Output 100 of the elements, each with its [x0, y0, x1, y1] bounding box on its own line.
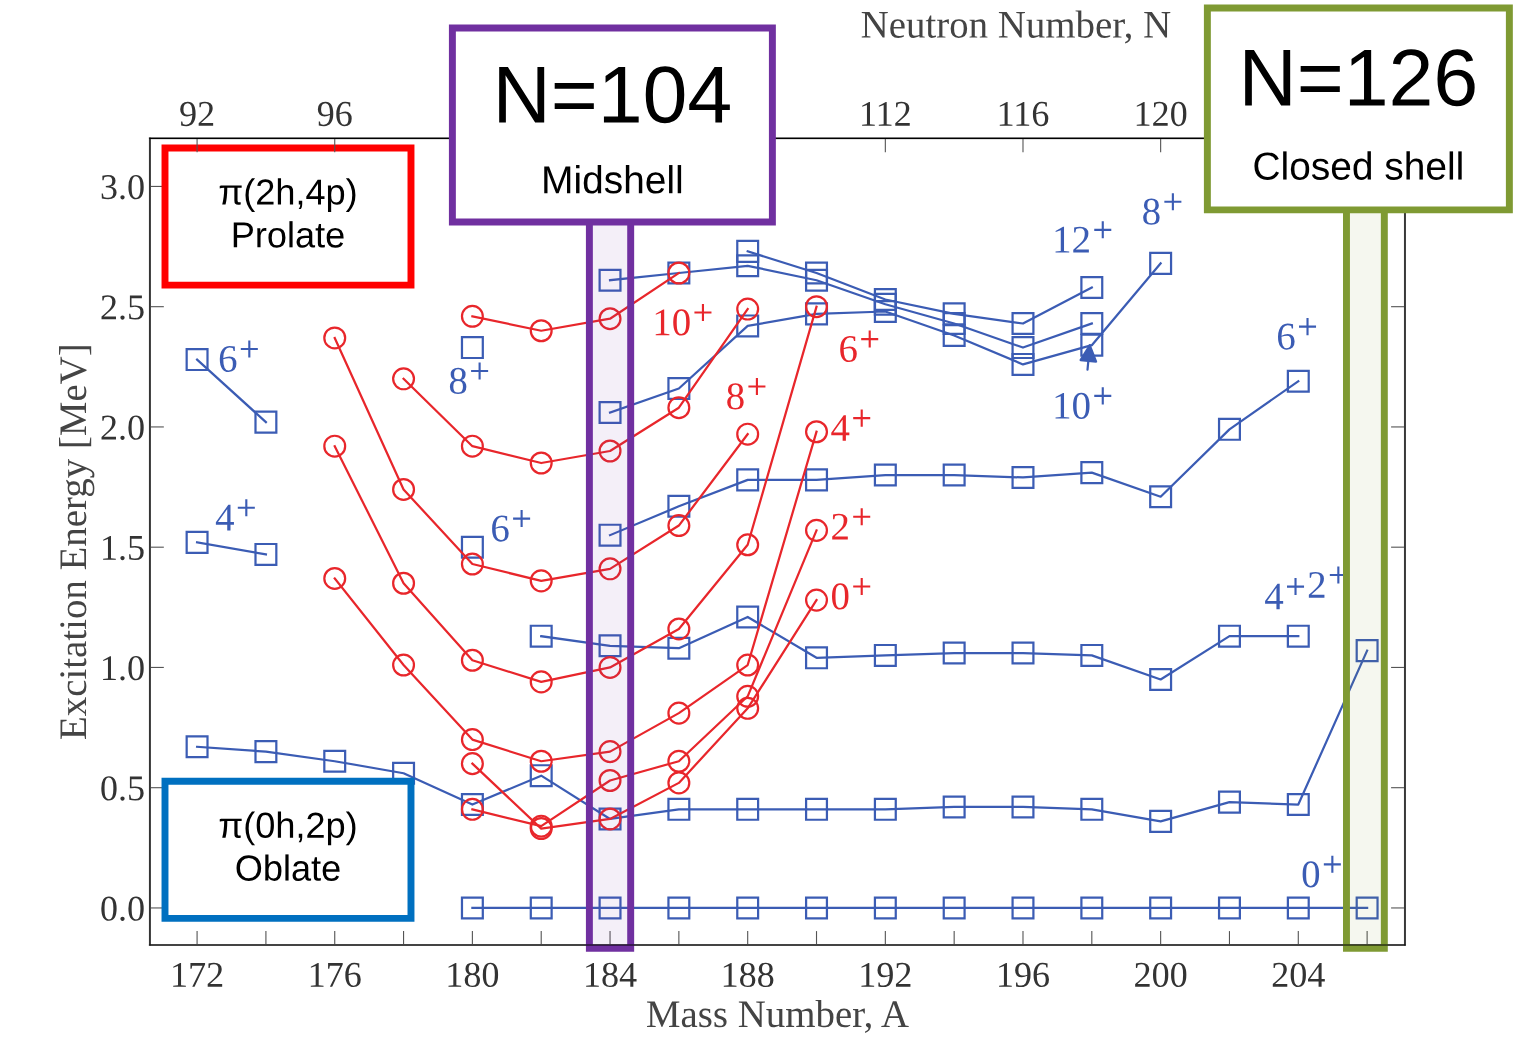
point: [1011, 311, 1035, 336]
point: [1080, 643, 1104, 667]
point: [460, 552, 484, 576]
point: [873, 299, 897, 324]
point: [804, 268, 829, 292]
point: [942, 311, 966, 336]
point: [460, 304, 484, 328]
point: [1217, 624, 1241, 648]
x-tick-label: 172: [173, 962, 223, 987]
point: [1149, 896, 1173, 920]
point: [942, 324, 966, 348]
y-tick-label: 3.0: [101, 174, 144, 200]
point: [667, 376, 691, 400]
point: [323, 434, 347, 458]
point: [1080, 333, 1104, 357]
point: [254, 740, 278, 764]
point: [942, 463, 966, 487]
point: [667, 617, 691, 641]
annotation: 0$^{+}$: [1302, 855, 1341, 888]
point: [667, 636, 691, 660]
point: [392, 571, 416, 595]
point: [736, 696, 760, 720]
point: [1149, 809, 1173, 833]
point: [185, 735, 209, 759]
x-axis-title: Mass Number, A: [647, 999, 909, 1033]
point: [598, 740, 622, 764]
y-tick-label: 2.0: [101, 415, 144, 440]
point: [667, 514, 691, 538]
point: [804, 646, 829, 670]
point: [1080, 461, 1104, 485]
point: [1149, 251, 1173, 275]
point: [1080, 797, 1104, 821]
x2-tick-label: 96: [317, 101, 352, 127]
point: [460, 648, 484, 672]
band-label: N=126 Closed shell: [1245, 49, 1475, 180]
point: [598, 655, 622, 679]
point: [598, 400, 622, 425]
y-axis-title: Excitation Energy [MeV]: [59, 346, 95, 739]
series-label: 10$^{+}$: [655, 303, 712, 336]
point: [392, 477, 416, 501]
x-tick-label: 180: [448, 962, 499, 988]
point: [598, 768, 622, 793]
point: [804, 518, 829, 542]
annotation: 10$^{+}$: [1055, 387, 1112, 419]
x2-axis-title: Neutron Number, N: [861, 10, 1171, 44]
point: [529, 749, 553, 773]
point: [392, 367, 416, 391]
point: [598, 896, 622, 920]
point: [529, 569, 553, 593]
point: [667, 797, 691, 821]
point: [736, 653, 760, 677]
y-tick-label: 0.5: [101, 776, 144, 801]
point: [942, 896, 966, 920]
annotation: 4$^{+}$: [215, 499, 255, 531]
point: [392, 653, 416, 677]
x-tick-label: 176: [310, 962, 361, 988]
point: [804, 295, 829, 319]
point: [667, 396, 691, 420]
annotation: 6$^{+}$: [219, 340, 258, 373]
y-tick-label: 2.5: [101, 295, 144, 320]
point: [460, 896, 484, 920]
point: [736, 422, 760, 446]
point: [667, 494, 691, 518]
x2-tick-label: 120: [1136, 101, 1187, 127]
point: [323, 749, 347, 773]
point: [804, 420, 829, 444]
x2-tick-label: 112: [862, 101, 910, 126]
point: [1149, 485, 1173, 509]
point: [1080, 275, 1104, 299]
point: [736, 605, 760, 629]
point: [185, 348, 209, 372]
point: [804, 797, 829, 821]
point: [736, 297, 760, 321]
point: [736, 896, 760, 920]
point: [185, 530, 209, 554]
point: [254, 410, 278, 434]
annotation: 6$^{+}$: [1277, 318, 1317, 350]
x2-tick-label: 92: [180, 101, 214, 127]
point: [460, 535, 484, 559]
series-label: 8$^{+}$: [727, 378, 766, 410]
series-label: 4$^{+}$: [831, 409, 871, 441]
point: [873, 643, 897, 667]
point: [529, 896, 553, 920]
point: [1011, 352, 1035, 376]
annotation: π(2h,4p) Prolate: [219, 178, 356, 248]
point: [1217, 790, 1241, 814]
point: [873, 896, 897, 920]
point: [1217, 896, 1241, 920]
point: [598, 439, 622, 463]
point: [804, 588, 829, 612]
point: [598, 307, 622, 331]
point: [1080, 896, 1104, 920]
point: [804, 261, 829, 285]
point: [873, 463, 897, 487]
point: [736, 239, 760, 263]
x2-tick-label: 116: [999, 101, 1049, 127]
point: [1011, 795, 1035, 819]
annotation: 8$^{+}$: [449, 362, 489, 394]
point: [1286, 896, 1310, 920]
series-label: 6$^{+}$: [840, 330, 879, 363]
